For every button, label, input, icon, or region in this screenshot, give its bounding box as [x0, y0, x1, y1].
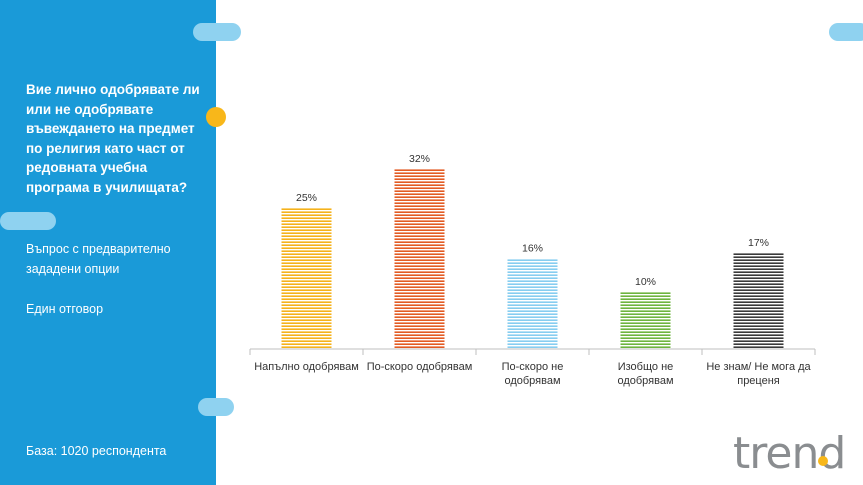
bar: [507, 259, 558, 348]
bar-chart: 25% Напълно одобрявам 32% По-скоро одобрява…: [249, 153, 816, 387]
category-label: По-скоро не: [502, 361, 564, 373]
decor-pill-right: [829, 23, 863, 41]
bar: [394, 169, 445, 348]
data-label: 17%: [748, 237, 769, 249]
question-type-note: Въпрос с предварително зададени опции: [26, 242, 171, 276]
data-label: 10%: [635, 276, 656, 288]
trend-logo: trend: [733, 428, 846, 479]
data-label: 32%: [409, 153, 430, 165]
logo-dot: [818, 456, 828, 466]
sidebar-panel: Вие лично одобрявате ли или не одобряват…: [0, 0, 216, 485]
answer-type-note: Един отговор: [26, 302, 104, 316]
category-label: преценя: [737, 375, 780, 387]
bar: [620, 292, 671, 348]
category-label: одобрявам: [504, 375, 560, 387]
bar: [281, 208, 332, 348]
bar: [733, 253, 784, 348]
data-label: 16%: [522, 243, 543, 255]
question-text: Вие лично одобрявате ли или не одобряват…: [26, 82, 200, 195]
decor-pill-top: [193, 23, 241, 41]
logo-text: trend: [733, 428, 846, 479]
category-label: Не знам/ Не мога да: [706, 361, 811, 373]
category-label: одобрявам: [617, 375, 673, 387]
decor-dot: [206, 107, 226, 127]
base-label: База: 1020 респондента: [26, 444, 167, 458]
decor-pill-bottom: [198, 398, 234, 416]
data-label: 25%: [296, 192, 317, 204]
category-label: Напълно одобрявам: [254, 361, 359, 373]
decor-pill-left: [0, 212, 56, 230]
category-label: По-скоро одобрявам: [367, 361, 473, 373]
category-label: Изобщо не: [618, 361, 674, 373]
